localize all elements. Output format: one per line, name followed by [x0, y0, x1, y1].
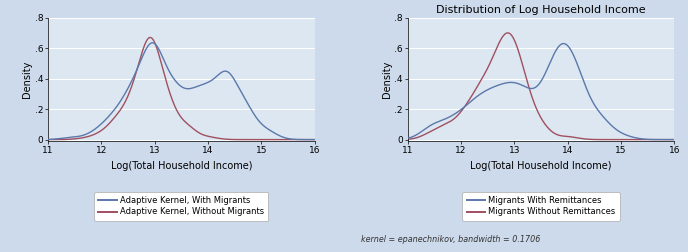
Y-axis label: Density: Density [22, 61, 32, 98]
Legend: Migrants With Remittances, Migrants Without Remittances: Migrants With Remittances, Migrants With… [462, 192, 620, 220]
Text: kernel = epanechnikov, bandwidth = 0.1706: kernel = epanechnikov, bandwidth = 0.170… [361, 235, 541, 244]
Legend: Adaptive Kernel, With Migrants, Adaptive Kernel, Without Migrants: Adaptive Kernel, With Migrants, Adaptive… [94, 192, 268, 220]
Title: Distribution of Log Household Income: Distribution of Log Household Income [436, 6, 646, 15]
X-axis label: Log(Total Household Income): Log(Total Household Income) [111, 161, 252, 171]
Y-axis label: Density: Density [382, 61, 391, 98]
X-axis label: Log(Total Household Income): Log(Total Household Income) [471, 161, 612, 171]
